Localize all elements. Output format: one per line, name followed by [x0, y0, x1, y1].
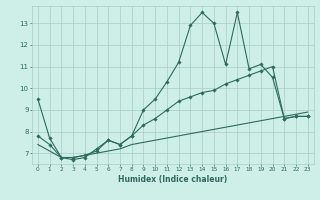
X-axis label: Humidex (Indice chaleur): Humidex (Indice chaleur) — [118, 175, 228, 184]
